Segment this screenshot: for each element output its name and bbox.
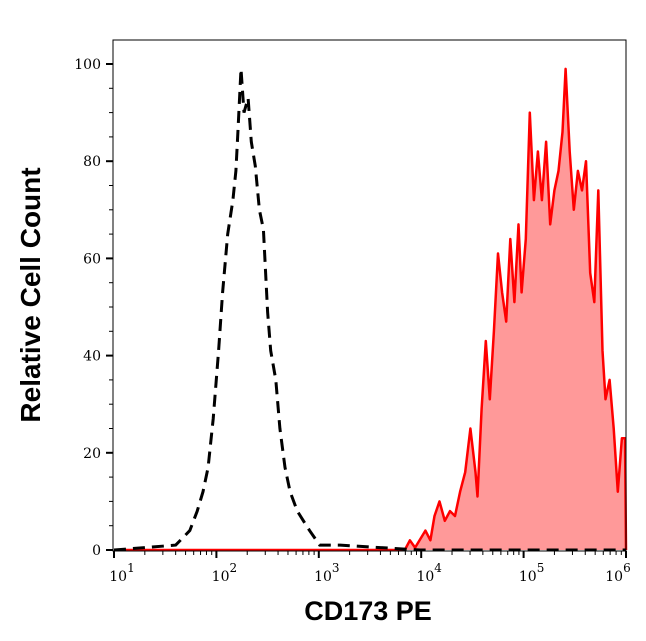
x-tick-label: 103 <box>314 561 339 585</box>
y-axis: 0 20 40 60 80 100 <box>74 57 113 559</box>
plot-layer <box>113 67 628 552</box>
y-tick-label: 20 <box>83 446 101 462</box>
series-stained-fill <box>114 68 626 551</box>
x-tick-base: 10 <box>605 569 623 585</box>
x-tick-exponent: 1 <box>127 561 135 575</box>
y-tick-label: 40 <box>83 349 101 365</box>
x-tick-label: 101 <box>109 561 134 585</box>
x-tick-label: 105 <box>519 561 544 585</box>
x-tick-exponent: 5 <box>537 561 545 575</box>
series-control-line <box>113 68 626 552</box>
x-tick-base: 10 <box>519 569 537 585</box>
x-tick-base: 10 <box>212 569 230 585</box>
x-tick-exponent: 4 <box>434 561 442 575</box>
x-tick-base: 10 <box>416 569 434 585</box>
x-tick-label: 106 <box>605 561 630 585</box>
y-tick-label: 60 <box>83 251 101 267</box>
y-tick-label: 0 <box>92 543 101 559</box>
x-tick-base: 10 <box>314 569 332 585</box>
x-tick-exponent: 2 <box>229 561 237 575</box>
y-tick-label: 80 <box>83 154 101 170</box>
x-tick-label: 104 <box>416 561 442 585</box>
plot-frame <box>112 39 627 552</box>
y-tick-label: 100 <box>74 57 101 73</box>
y-axis-title: Relative Cell Count <box>15 167 46 422</box>
series-stained-line <box>114 67 628 552</box>
x-tick-exponent: 6 <box>623 561 631 575</box>
x-tick-base: 10 <box>109 569 127 585</box>
x-tick-exponent: 3 <box>332 561 340 575</box>
x-tick-label: 102 <box>212 561 237 585</box>
x-axis-title: CD173 PE <box>304 596 432 626</box>
